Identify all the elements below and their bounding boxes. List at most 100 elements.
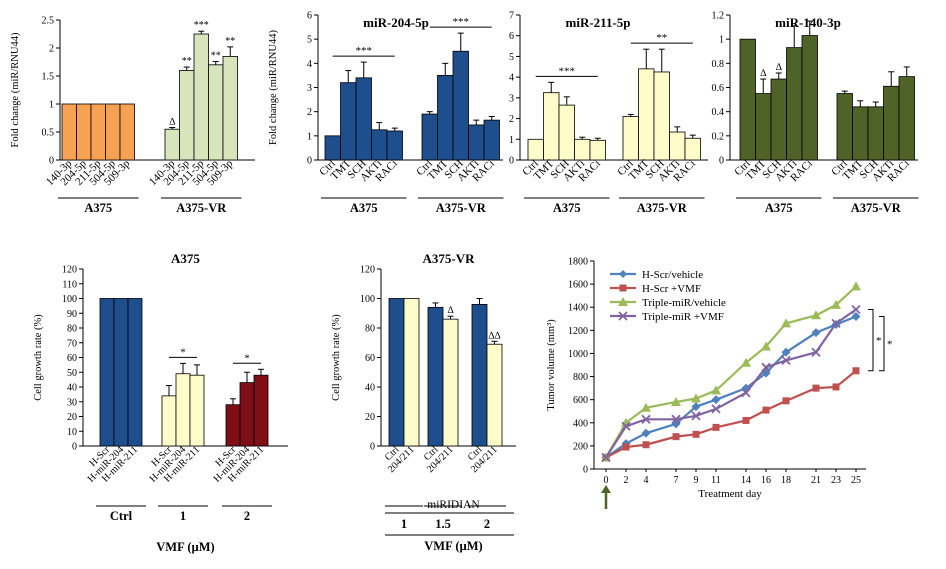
data-point bbox=[762, 406, 770, 414]
y-tick-label: 30 bbox=[67, 397, 77, 408]
bar bbox=[527, 138, 544, 161]
y-tick-label: 400 bbox=[573, 418, 588, 429]
y-tick-label: 1 bbox=[307, 131, 312, 142]
y-tick-label: 40 bbox=[67, 383, 77, 394]
y-tick-label: 1.5 bbox=[42, 72, 55, 83]
bar bbox=[589, 139, 606, 161]
data-point bbox=[691, 411, 701, 421]
data-point bbox=[711, 395, 721, 405]
bar bbox=[105, 103, 121, 161]
data-point bbox=[601, 452, 611, 463]
y-tick-label: 2 bbox=[49, 44, 54, 55]
data-point bbox=[642, 441, 650, 449]
y-tick-label: 5 bbox=[307, 35, 312, 46]
data-point bbox=[671, 414, 681, 424]
y-tick-label: 6 bbox=[307, 11, 312, 22]
significance-mark: ** bbox=[211, 50, 221, 61]
dose-label: 1.5 bbox=[435, 517, 451, 531]
dose-label: 2 bbox=[484, 517, 490, 531]
group-label: A375 bbox=[350, 201, 378, 215]
x-tick-label: 18 bbox=[781, 475, 791, 486]
bar bbox=[239, 382, 255, 447]
data-point bbox=[711, 404, 721, 414]
group-label: A375 bbox=[765, 201, 793, 215]
y-tick-label: 0 bbox=[583, 465, 588, 476]
bar bbox=[442, 318, 459, 447]
data-point bbox=[711, 385, 721, 395]
bar bbox=[222, 56, 238, 161]
bar bbox=[483, 119, 500, 161]
x-tick-label: 7 bbox=[674, 475, 679, 486]
y-tick-label: 0.8 bbox=[712, 59, 725, 70]
x-tick-label: 14 bbox=[741, 475, 751, 486]
bar bbox=[786, 47, 803, 161]
chart-title: A375-VR bbox=[423, 251, 476, 266]
bar bbox=[486, 343, 503, 447]
y-tick-label: 60 bbox=[365, 353, 375, 364]
y-tick-label: 0 bbox=[72, 442, 77, 453]
chart-title: miR-211-5p bbox=[566, 15, 631, 30]
bar bbox=[801, 35, 818, 161]
significance-mark: ** bbox=[225, 36, 235, 47]
bar bbox=[421, 113, 438, 161]
x-axis-title: Treatment day bbox=[698, 488, 762, 500]
significance-mark: ∆ bbox=[776, 62, 782, 73]
data-point bbox=[622, 443, 630, 451]
significance-mark: ∆∆ bbox=[488, 330, 500, 341]
bar bbox=[164, 128, 180, 161]
bar bbox=[427, 306, 444, 447]
bar bbox=[324, 135, 341, 161]
bar bbox=[161, 395, 177, 447]
data-point bbox=[832, 383, 840, 391]
chart-title: miR-204-5p bbox=[363, 15, 429, 30]
significance-mark: ** bbox=[656, 32, 667, 44]
data-point bbox=[851, 311, 861, 321]
bar bbox=[543, 92, 560, 161]
significance-mark: *** bbox=[453, 16, 470, 28]
bar bbox=[388, 298, 405, 447]
y-axis-title: Cell growth rate (%) bbox=[33, 314, 44, 401]
x-tick-label: 23 bbox=[831, 475, 841, 486]
x-tick-label: 16 bbox=[761, 475, 771, 486]
significance-mark: * bbox=[876, 335, 882, 347]
significance-mark: *** bbox=[559, 65, 576, 77]
data-point bbox=[852, 367, 860, 375]
y-tick-label: 60 bbox=[67, 353, 77, 364]
y-tick-label: 100 bbox=[360, 294, 375, 305]
group-label: A375 bbox=[84, 201, 112, 215]
bar bbox=[755, 93, 772, 161]
bar bbox=[61, 103, 77, 161]
data-point bbox=[831, 318, 841, 329]
y-tick-label: 90 bbox=[67, 309, 77, 320]
y-tick-label: 0.6 bbox=[712, 83, 725, 94]
bar bbox=[574, 138, 591, 161]
bar bbox=[452, 50, 469, 161]
y-tick-label: 0.5 bbox=[42, 128, 55, 139]
group-label: A375-VR bbox=[436, 201, 487, 215]
y-tick-label: 0 bbox=[719, 156, 724, 167]
bar bbox=[638, 68, 655, 161]
significance-mark: ∆ bbox=[447, 305, 453, 316]
y-tick-label: 0 bbox=[509, 156, 514, 167]
bar bbox=[127, 298, 143, 447]
bar bbox=[189, 374, 205, 447]
data-point bbox=[851, 281, 861, 291]
bar bbox=[403, 298, 420, 447]
data-point bbox=[742, 416, 750, 424]
bar bbox=[867, 106, 884, 161]
bar bbox=[653, 71, 670, 161]
y-tick-label: 20 bbox=[67, 412, 77, 423]
y-tick-label: 110 bbox=[62, 279, 77, 290]
y-tick-label: 4 bbox=[509, 73, 514, 84]
y-tick-label: 1000 bbox=[568, 349, 588, 360]
footer-label: VMF (µM) bbox=[424, 539, 482, 553]
data-point bbox=[741, 388, 751, 398]
data-point bbox=[812, 384, 820, 392]
bar bbox=[113, 298, 129, 447]
bar bbox=[225, 404, 241, 447]
bar bbox=[355, 77, 372, 161]
data-point bbox=[811, 347, 821, 357]
bar bbox=[898, 76, 915, 161]
bar bbox=[340, 82, 357, 161]
data-point bbox=[621, 421, 631, 431]
